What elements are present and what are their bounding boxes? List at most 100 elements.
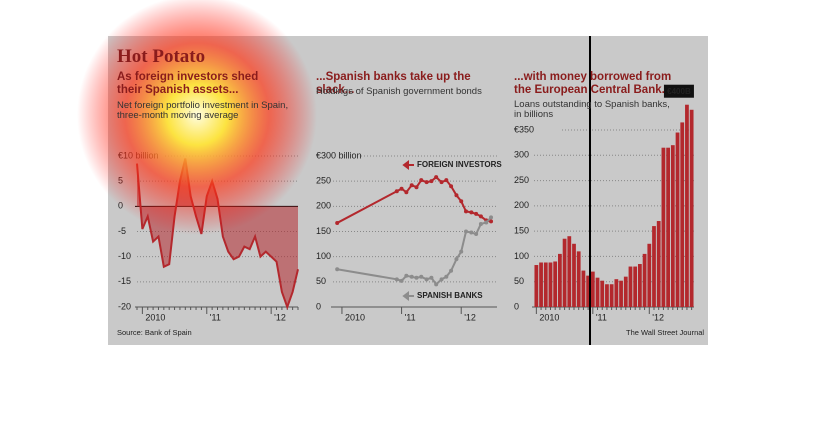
point [424, 277, 429, 282]
point [409, 274, 414, 279]
point [429, 179, 434, 184]
bar [567, 236, 572, 307]
bar [595, 277, 600, 307]
bar [572, 243, 576, 307]
bar [638, 264, 642, 307]
point [489, 215, 494, 220]
point [444, 274, 449, 279]
point [414, 185, 419, 190]
point [459, 249, 464, 254]
bar [685, 104, 689, 307]
point [444, 178, 449, 183]
y-tick-label: -20 [118, 301, 131, 311]
credit: The Wall Street Journal [626, 328, 705, 337]
panel-subtitle: Holdings of Spanish government bonds [316, 86, 482, 97]
point [469, 230, 474, 235]
bar [656, 221, 661, 307]
point [404, 273, 409, 278]
bar [539, 262, 543, 307]
bar [581, 270, 586, 307]
point [434, 282, 439, 287]
bar [609, 284, 614, 307]
point [474, 211, 479, 216]
point [424, 180, 429, 185]
x-tick-label: 2010 [345, 312, 365, 322]
point [469, 210, 474, 215]
point [394, 277, 399, 282]
point [419, 178, 424, 183]
point [459, 199, 464, 204]
x-tick-label: 2010 [145, 312, 165, 322]
point [409, 183, 414, 188]
bar [600, 280, 605, 307]
x-tick-label: 2010 [539, 312, 559, 322]
point [429, 275, 434, 280]
bar [576, 251, 581, 307]
bar [675, 132, 680, 307]
title: Hot Potato [117, 46, 206, 67]
x-tick-label: '11 [596, 312, 607, 322]
y-tick-label: 250 [316, 176, 331, 186]
x-tick-label: '12 [274, 312, 286, 322]
point [394, 189, 399, 194]
y-tick-label: 300 [514, 150, 529, 160]
point [454, 257, 459, 262]
bar [670, 145, 675, 307]
point [439, 180, 444, 185]
y-tick-label: 200 [514, 200, 529, 210]
y-tick-label: 150 [514, 226, 529, 236]
point [404, 190, 409, 195]
point [463, 209, 468, 214]
legend-label: SPANISH BANKS [417, 291, 483, 300]
value-label: €400B [667, 87, 691, 96]
x-tick-label: '12 [464, 312, 476, 322]
point [335, 267, 340, 272]
area [137, 158, 298, 307]
legend-arrow [402, 291, 414, 301]
bar [661, 147, 666, 307]
bar [562, 238, 567, 307]
y-tick-label: 150 [316, 226, 331, 236]
bar [586, 275, 590, 307]
point [474, 232, 479, 237]
point [463, 229, 468, 234]
source: Source: Bank of Spain [117, 328, 192, 337]
y-tick-label: -10 [118, 251, 131, 261]
value-label-box [663, 84, 694, 98]
bar [590, 271, 595, 307]
y-tick-label: 50 [316, 276, 326, 286]
y-tick-label: 250 [514, 175, 529, 185]
point [449, 184, 454, 189]
bar [553, 261, 558, 307]
point [454, 193, 459, 198]
y-tick-label: 0 [316, 301, 321, 311]
point [414, 275, 419, 280]
panel-subtitle: Loans outstanding to Spanish banks, in b… [514, 99, 670, 121]
bar [558, 253, 562, 307]
x-tick-label: '12 [652, 312, 664, 322]
point [434, 175, 439, 180]
bar [628, 266, 633, 307]
point [419, 274, 424, 279]
legend-arrow [402, 160, 414, 170]
panel-subtitle: Net foreign portfolio investment in Spai… [117, 100, 289, 122]
bar [543, 262, 548, 307]
y-tick-label: -15 [118, 276, 131, 286]
bar [666, 147, 670, 307]
panel-title: As foreign investors shed their Spanish … [117, 71, 259, 96]
heatmap-overlay [77, 0, 317, 235]
point [399, 186, 404, 191]
point [489, 219, 494, 224]
bar [633, 266, 638, 307]
panel-title: ...with money borrowed from the European… [514, 71, 672, 96]
bar [619, 280, 623, 307]
bar [623, 276, 628, 307]
bar [680, 122, 685, 308]
point [335, 220, 340, 225]
bar [647, 243, 652, 307]
legend-label: FOREIGN INVESTORS [417, 160, 502, 169]
bar [605, 284, 609, 307]
panel-title: ...Spanish banks take up the slack... [316, 71, 471, 96]
